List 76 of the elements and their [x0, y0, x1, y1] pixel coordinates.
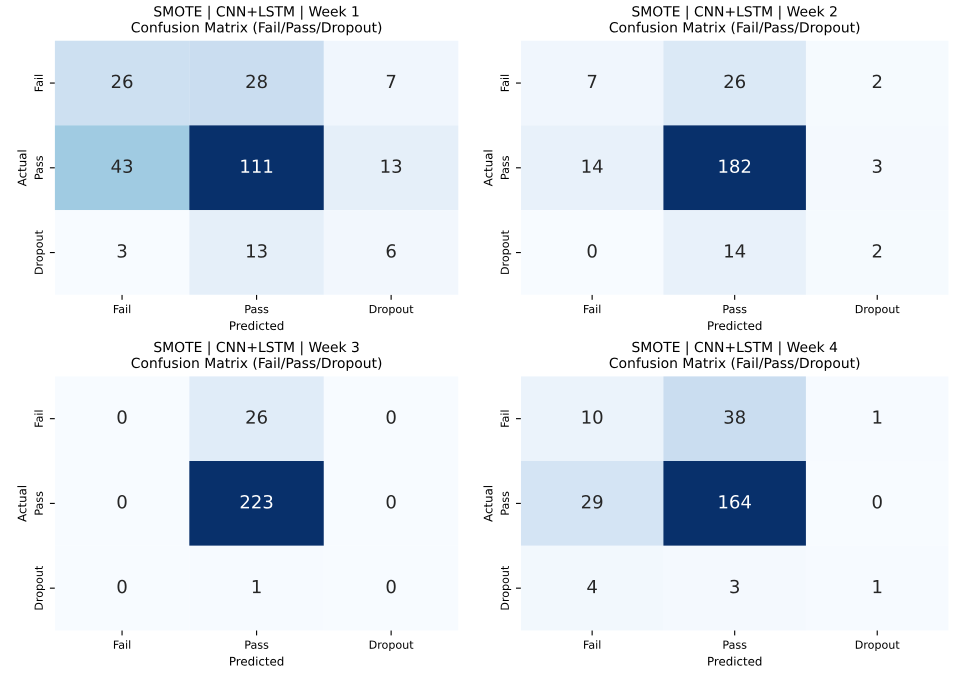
y-axis-title: Actual	[483, 486, 493, 522]
x-tick-label: Dropout	[370, 304, 414, 316]
x-axis-title: Predicted	[230, 320, 284, 330]
chart-subtitle: Confusion Matrix (Fail/Pass/Dropout)	[132, 22, 382, 36]
data-label: 13	[382, 159, 402, 174]
data-label: 2	[872, 244, 882, 258]
data-label: 1	[252, 580, 261, 594]
y-tick-label: Dropout	[500, 566, 512, 610]
data-label: 0	[386, 494, 396, 509]
chart-title: SMOTE | CNN+LSTM | Week 4	[632, 341, 838, 356]
data-label: 14	[582, 160, 603, 173]
y-tick-label: Fail	[500, 74, 509, 92]
x-tick-label: Fail	[114, 304, 130, 314]
data-label: 0	[386, 580, 396, 594]
data-label: 2	[872, 74, 882, 88]
chart-title: SMOTE | CNN+LSTM | Week 2	[632, 6, 837, 20]
data-label: 4	[587, 580, 597, 594]
data-label: 111	[241, 160, 272, 173]
data-label: 43	[111, 159, 132, 174]
x-axis-title: Predicted	[708, 656, 762, 666]
y-tick-label: Fail	[34, 74, 43, 92]
data-label: 3	[872, 159, 882, 174]
chart-subtitle: Confusion Matrix (Fail/Pass/Dropout)	[132, 357, 382, 371]
x-axis-title: Predicted	[230, 656, 284, 666]
chart-subtitle: Confusion Matrix (Fail/Pass/Dropout)	[610, 22, 860, 36]
data-label: 182	[719, 159, 750, 174]
data-label: 38	[724, 410, 745, 424]
data-label: 0	[872, 494, 882, 509]
data-label: 26	[246, 410, 267, 424]
y-tick-label: Pass	[500, 492, 509, 515]
data-label: 10	[582, 410, 602, 424]
y-axis-title: Actual	[17, 150, 26, 186]
data-label: 28	[246, 74, 267, 88]
data-label: 0	[386, 410, 396, 424]
y-tick-label: Pass	[34, 492, 43, 515]
x-tick-label: Dropout	[856, 304, 900, 316]
data-label: 3	[118, 244, 126, 258]
data-label: 29	[582, 494, 602, 509]
x-tick-label: Pass	[245, 304, 268, 314]
y-axis-title: Actual	[483, 150, 493, 186]
data-label: 0	[588, 244, 597, 258]
data-label: 0	[117, 410, 127, 424]
y-tick-label: Pass	[34, 156, 43, 180]
data-label: 3	[730, 580, 739, 594]
data-label: 164	[719, 494, 751, 509]
x-tick-label: Pass	[723, 304, 746, 314]
y-tick-label: Fail	[500, 410, 509, 427]
data-label: 0	[117, 580, 127, 594]
y-tick-label: Dropout	[500, 230, 512, 274]
data-label: 7	[588, 74, 596, 88]
x-tick-label: Dropout	[370, 640, 414, 652]
x-axis-title: Predicted	[708, 320, 762, 330]
data-label: 26	[724, 74, 746, 88]
data-label: 13	[247, 244, 267, 258]
data-label: 0	[117, 494, 127, 509]
chart-subtitle: Confusion Matrix (Fail/Pass/Dropout)	[610, 357, 860, 371]
data-label: 223	[240, 494, 272, 509]
y-tick-label: Dropout	[34, 230, 46, 274]
y-tick-label: Fail	[34, 410, 43, 427]
data-label: 26	[112, 74, 132, 88]
x-tick-label: Fail	[584, 640, 600, 649]
chart-title: SMOTE | CNN+LSTM | Week 1	[154, 6, 359, 20]
data-label: 1	[873, 410, 882, 424]
data-label: 1	[873, 580, 882, 594]
y-tick-label: Dropout	[34, 566, 46, 610]
x-tick-label: Pass	[245, 640, 268, 649]
data-label: 7	[386, 74, 396, 88]
y-axis-title: Actual	[17, 486, 26, 522]
data-label: 14	[725, 244, 746, 258]
data-label: 6	[386, 244, 396, 258]
chart-title: SMOTE | CNN+LSTM | Week 3	[154, 341, 359, 356]
x-tick-label: Fail	[584, 304, 600, 314]
y-tick-label: Pass	[500, 156, 509, 180]
x-tick-label: Pass	[723, 640, 746, 649]
x-tick-label: Fail	[114, 640, 130, 649]
x-tick-label: Dropout	[856, 640, 900, 652]
